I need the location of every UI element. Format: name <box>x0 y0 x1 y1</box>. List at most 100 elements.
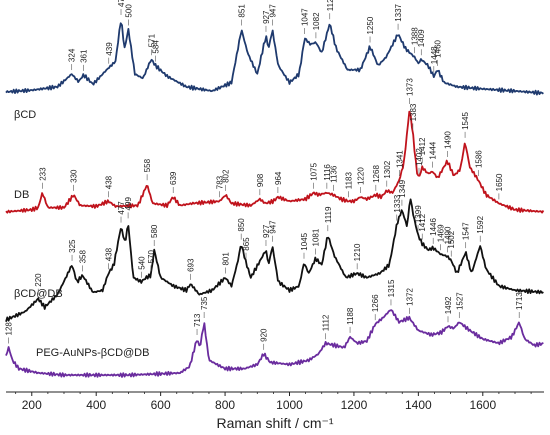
series-label: βCD <box>14 109 36 121</box>
peak-label: 1081 <box>312 228 321 246</box>
peak-label: 324 <box>68 48 77 62</box>
peak-label: 1490 <box>443 226 452 244</box>
peak-label: 233 <box>38 167 47 181</box>
peak-label: 1412 <box>418 213 427 231</box>
peak-label: 477 <box>117 201 126 215</box>
peak-label: 1412 <box>418 137 427 155</box>
peak-label: 735 <box>200 296 209 310</box>
peak-label: 1183 <box>344 171 353 189</box>
peak-label: 1527 <box>455 292 464 310</box>
x-tick-label: 400 <box>86 398 106 412</box>
peak-label: 325 <box>68 239 77 253</box>
x-tick-label: 200 <box>22 398 42 412</box>
series-line <box>5 309 544 378</box>
peak-label: 1502 <box>447 230 456 248</box>
peak-label: 1250 <box>366 16 375 34</box>
peak-label: 1266 <box>371 294 380 312</box>
peak-label: 851 <box>237 4 246 18</box>
peak-label: 358 <box>79 250 88 264</box>
peak-label: 1592 <box>476 215 485 233</box>
peak-label: 1119 <box>324 206 333 223</box>
peak-label: 540 <box>137 256 146 270</box>
peak-label: 1388 <box>410 27 419 45</box>
peak-label: 1333 <box>393 194 402 212</box>
x-tick-label: 1000 <box>276 398 303 412</box>
peak-label: 1341 <box>395 150 404 168</box>
peak-label: 920 <box>260 328 269 342</box>
peak-label: 1188 <box>346 307 355 325</box>
peak-label: 128 <box>5 322 14 336</box>
peak-label: 1075 <box>310 162 319 180</box>
peak-label: 571 <box>147 33 156 47</box>
peak-label: 1116 <box>323 164 332 181</box>
peak-label: 801 <box>221 252 230 266</box>
peak-label: 1373 <box>406 78 415 96</box>
peak-label: 1220 <box>356 167 365 185</box>
peak-label: 580 <box>150 224 159 238</box>
peak-label: 1444 <box>429 141 438 159</box>
peak-label: 927 <box>262 224 271 238</box>
series-line <box>5 110 545 214</box>
peak-label: 570 <box>147 250 156 264</box>
peak-label: 1446 <box>429 218 438 236</box>
peak-label: 1586 <box>474 150 483 168</box>
x-tick-label: 1400 <box>405 398 432 412</box>
series-label: DB <box>14 189 29 201</box>
peak-label: 1402 <box>415 148 424 166</box>
peak-label: 1448 <box>430 46 439 64</box>
peak-label: 500 <box>124 4 133 18</box>
peak-label: 1490 <box>443 131 452 149</box>
peak-label: 1268 <box>372 165 381 183</box>
peak-label: 1047 <box>301 8 310 26</box>
peak-label: 1112 <box>322 314 331 331</box>
peak-label: 1082 <box>312 12 321 30</box>
peak-label: 584 <box>151 40 160 54</box>
peak-label: 1713 <box>515 292 524 310</box>
peak-label: 693 <box>187 258 196 272</box>
peak-label: 1460 <box>434 39 443 57</box>
peak-label: 1045 <box>300 232 309 250</box>
x-tick-label: 600 <box>151 398 171 412</box>
peak-label: 1383 <box>409 103 418 121</box>
peak-label: 1399 <box>414 205 423 223</box>
peak-label: 1409 <box>417 29 426 47</box>
peak-label: 1547 <box>462 222 471 240</box>
x-tick-label: 1200 <box>341 398 368 412</box>
series-line <box>5 198 544 322</box>
peak-label: 639 <box>169 171 178 185</box>
peak-label: 850 <box>237 218 246 232</box>
peak-label: 783 <box>216 175 225 189</box>
series-line <box>5 22 544 96</box>
peak-label: 927 <box>262 10 271 24</box>
peak-label: 964 <box>274 171 283 185</box>
peak-label: 439 <box>105 42 114 56</box>
peak-label: 908 <box>256 173 265 187</box>
peak-label: 1650 <box>495 173 504 191</box>
peak-label: 361 <box>80 49 89 63</box>
peak-label: 438 <box>104 175 113 189</box>
peak-label: 1337 <box>394 3 403 21</box>
x-axis-title: Raman shift / cm⁻¹ <box>216 415 333 431</box>
peak-label: 802 <box>222 169 231 183</box>
x-axis: 200 400 600 800 1000 1200 1400 1600 <box>6 391 544 412</box>
peak-label: 330 <box>70 169 79 183</box>
peak-label: 1125 <box>326 0 335 11</box>
peak-label: 220 <box>34 273 43 287</box>
x-tick-label: 800 <box>215 398 235 412</box>
peak-label: 1372 <box>405 287 414 305</box>
peak-label: 1136 <box>329 165 338 183</box>
peak-label: 558 <box>143 158 152 172</box>
peak-label: 1302 <box>383 160 392 178</box>
peak-label: 1349 <box>398 179 407 197</box>
peak-label: 438 <box>104 247 113 261</box>
peak-label: 1545 <box>461 112 470 130</box>
peak-label: 477 <box>117 0 126 7</box>
peak-label: 865 <box>242 237 251 251</box>
series-label: PEG-AuNPs-βCD@DB <box>36 347 149 359</box>
peak-label: 1315 <box>387 279 396 297</box>
peak-label: 947 <box>268 4 277 18</box>
peak-label: 1210 <box>353 243 362 261</box>
peak-label: 499 <box>124 197 133 211</box>
